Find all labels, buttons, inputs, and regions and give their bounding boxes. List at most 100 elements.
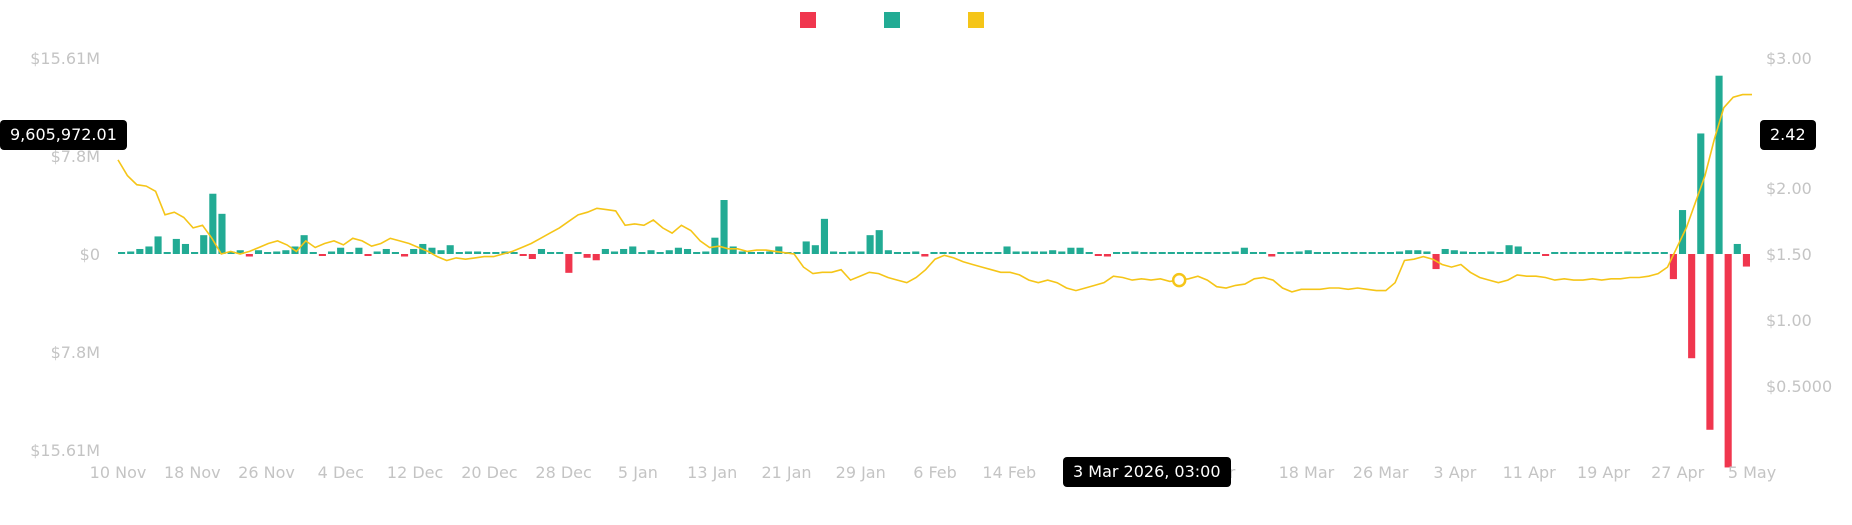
- price-highlight-point[interactable]: [1171, 272, 1187, 288]
- bar[interactable]: [903, 252, 911, 254]
- bar[interactable]: [957, 252, 965, 254]
- bar[interactable]: [1122, 252, 1130, 254]
- bar[interactable]: [1459, 251, 1468, 254]
- bar[interactable]: [1158, 252, 1166, 254]
- bar[interactable]: [492, 252, 500, 254]
- bar[interactable]: [181, 243, 190, 254]
- bar[interactable]: [172, 238, 180, 254]
- bar[interactable]: [400, 254, 409, 257]
- bar[interactable]: [437, 250, 445, 254]
- bar[interactable]: [200, 235, 208, 254]
- bar[interactable]: [912, 251, 920, 254]
- bar[interactable]: [1268, 254, 1276, 257]
- bar[interactable]: [1633, 252, 1641, 254]
- bar[interactable]: [565, 254, 573, 273]
- bar[interactable]: [1240, 247, 1248, 254]
- bar[interactable]: [1697, 133, 1705, 254]
- bar[interactable]: [1596, 252, 1604, 254]
- bar[interactable]: [474, 251, 482, 254]
- bar[interactable]: [948, 252, 956, 254]
- bar[interactable]: [994, 252, 1002, 254]
- bar[interactable]: [1441, 248, 1449, 254]
- bar[interactable]: [1030, 251, 1038, 254]
- bar[interactable]: [519, 254, 527, 256]
- bar[interactable]: [1222, 252, 1230, 254]
- bar[interactable]: [209, 193, 217, 254]
- bar[interactable]: [300, 235, 308, 254]
- bar[interactable]: [884, 250, 892, 254]
- bar[interactable]: [711, 237, 719, 254]
- bar[interactable]: [1140, 252, 1148, 254]
- bar[interactable]: [601, 248, 609, 254]
- bar[interactable]: [1423, 251, 1431, 254]
- bar[interactable]: [738, 251, 746, 254]
- bar[interactable]: [1295, 251, 1303, 254]
- bar[interactable]: [1386, 252, 1394, 254]
- bar[interactable]: [839, 252, 847, 254]
- bar[interactable]: [610, 251, 619, 254]
- legend-swatch-price[interactable]: [968, 12, 984, 28]
- bar[interactable]: [1414, 250, 1422, 254]
- bar[interactable]: [136, 248, 144, 254]
- bar[interactable]: [1204, 252, 1212, 254]
- bar[interactable]: [410, 248, 418, 254]
- bar[interactable]: [1039, 251, 1048, 254]
- bar[interactable]: [1478, 252, 1486, 254]
- bar[interactable]: [1688, 254, 1696, 359]
- bar[interactable]: [1332, 252, 1340, 254]
- bar[interactable]: [1259, 252, 1267, 254]
- bar[interactable]: [638, 252, 646, 254]
- bar[interactable]: [1313, 252, 1321, 254]
- bar[interactable]: [1322, 252, 1331, 254]
- bar[interactable]: [1085, 252, 1093, 254]
- bar[interactable]: [191, 252, 199, 254]
- bar[interactable]: [693, 252, 701, 254]
- bar[interactable]: [245, 254, 253, 257]
- bar[interactable]: [921, 254, 929, 257]
- bar[interactable]: [1587, 252, 1595, 254]
- bar[interactable]: [264, 252, 272, 254]
- bar[interactable]: [1076, 247, 1084, 254]
- bar[interactable]: [592, 254, 600, 261]
- bar[interactable]: [1624, 251, 1632, 254]
- bar[interactable]: [1167, 252, 1175, 254]
- bar[interactable]: [1651, 252, 1659, 254]
- bar[interactable]: [629, 246, 637, 254]
- bar[interactable]: [428, 247, 436, 254]
- bar[interactable]: [702, 251, 710, 254]
- bar[interactable]: [820, 218, 829, 254]
- bar[interactable]: [1669, 254, 1677, 280]
- bar[interactable]: [1514, 246, 1522, 254]
- bar[interactable]: [273, 251, 281, 254]
- bar[interactable]: [309, 252, 317, 254]
- bar[interactable]: [528, 254, 536, 260]
- bar[interactable]: [985, 252, 993, 254]
- bar[interactable]: [747, 252, 755, 254]
- bar[interactable]: [793, 252, 801, 254]
- bar[interactable]: [1487, 251, 1495, 254]
- bar[interactable]: [1149, 252, 1157, 254]
- bar[interactable]: [391, 252, 399, 254]
- bar[interactable]: [163, 252, 171, 254]
- bar[interactable]: [848, 251, 856, 254]
- bar[interactable]: [1286, 252, 1294, 254]
- bar[interactable]: [282, 250, 290, 254]
- bar[interactable]: [966, 252, 975, 254]
- bar[interactable]: [455, 252, 463, 254]
- bar[interactable]: [1067, 247, 1075, 254]
- bar[interactable]: [1706, 254, 1714, 430]
- bar[interactable]: [337, 247, 345, 254]
- legend-swatch-positive[interactable]: [884, 12, 900, 28]
- bar[interactable]: [1021, 251, 1029, 254]
- bar[interactable]: [464, 251, 472, 254]
- bar[interactable]: [1113, 252, 1121, 254]
- bar[interactable]: [1496, 252, 1504, 254]
- bar[interactable]: [1195, 252, 1203, 254]
- bar[interactable]: [154, 236, 162, 254]
- bar[interactable]: [720, 200, 728, 254]
- bar[interactable]: [1012, 251, 1020, 254]
- bar[interactable]: [1049, 250, 1057, 254]
- bar[interactable]: [1359, 252, 1367, 254]
- bar[interactable]: [1450, 250, 1458, 254]
- bar[interactable]: [1277, 252, 1285, 254]
